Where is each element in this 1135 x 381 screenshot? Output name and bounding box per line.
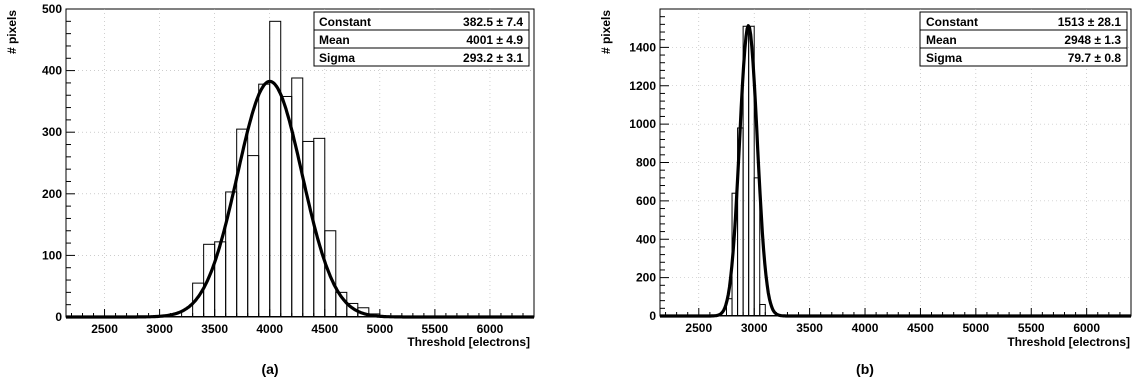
y-tick-label: 1000 (629, 117, 656, 131)
panel-label-b: (b) (856, 361, 874, 377)
x-tick-label: 4000 (256, 322, 283, 336)
y-tick-label: 500 (42, 2, 62, 16)
x-tick-label: 6000 (477, 322, 504, 336)
x-tick-label: 4000 (852, 321, 879, 335)
y-tick-label: 400 (636, 232, 656, 246)
x-tick-label: 5000 (962, 321, 989, 335)
histogram-bin (302, 140, 315, 318)
y-tick-label: 300 (42, 125, 62, 139)
y-tick-label: 100 (42, 248, 62, 262)
x-axis-title: Threshold [electrons] (407, 335, 530, 349)
y-tick-label: 600 (636, 194, 656, 208)
x-tick-label: 6000 (1073, 321, 1100, 335)
y-tick-label: 0 (55, 310, 62, 324)
x-axis-ticks: 2500 3000 3500 4000 4500 5000 5500 6000 (665, 308, 1132, 335)
x-axis-ticks: 2500 3000 3500 4000 4500 5000 5500 6000 (71, 309, 535, 336)
x-tick-label: 3500 (201, 322, 228, 336)
stat-label-mean: Mean (319, 33, 350, 47)
y-tick-label: 1400 (629, 40, 656, 54)
stat-value-constant: 382.5 ± 7.4 (463, 15, 523, 29)
y-tick-label: 200 (42, 187, 62, 201)
stats-box-frame (919, 11, 1128, 67)
stat-label-constant: Constant (319, 15, 371, 29)
x-tick-label: 3000 (741, 321, 768, 335)
histogram-panel-a: 2500 3000 3500 4000 4500 5000 5500 6000 0 100 200… (5, 2, 535, 377)
histogram-panel-b: 2500 3000 3500 4000 4500 5000 5500 6000 0 200 400… (599, 8, 1132, 377)
stat-value-constant: 1513 ± 28.1 (1058, 15, 1122, 29)
stat-value-sigma: 293.2 ± 3.1 (463, 51, 523, 65)
x-tick-label: 5000 (366, 322, 393, 336)
fit-curve (659, 24, 1132, 318)
y-tick-label: 1200 (629, 79, 656, 93)
stat-label-sigma: Sigma (926, 51, 962, 65)
y-axis-ticks: 0 200 400 600 800 1000 1200 1400 (629, 8, 669, 323)
stat-label-sigma: Sigma (319, 51, 355, 65)
histogram-bin (759, 303, 766, 317)
x-tick-label: 2500 (91, 322, 118, 336)
stat-value-sigma: 79.7 ± 0.8 (1068, 51, 1122, 65)
stats-box: Constant 1513 ± 28.1 Mean 2948 ± 1.3 Sig… (919, 11, 1128, 67)
x-tick-label: 4500 (311, 322, 338, 336)
histogram-bin (225, 191, 238, 318)
y-axis-title: # pixels (599, 10, 613, 54)
x-tick-label: 4500 (907, 321, 934, 335)
x-tick-label: 3500 (796, 321, 823, 335)
stat-value-mean: 2948 ± 1.3 (1064, 33, 1121, 47)
fit-curve (65, 79, 535, 319)
gaussian-fit (65, 79, 535, 319)
x-tick-label: 3000 (146, 322, 173, 336)
y-tick-label: 200 (636, 271, 656, 285)
stats-box: Constant 382.5 ± 7.4 Mean 4001 ± 4.9 Sig… (313, 11, 530, 67)
y-tick-label: 0 (649, 309, 656, 323)
histogram-bin (269, 20, 282, 318)
y-axis-ticks: 0 100 200 300 400 500 (42, 2, 75, 324)
histogram-bin (291, 77, 304, 318)
panel-label-a: (a) (261, 361, 278, 377)
stat-value-mean: 4001 ± 4.9 (466, 33, 523, 47)
y-tick-label: 400 (42, 64, 62, 78)
stat-label-mean: Mean (926, 33, 957, 47)
y-tick-label: 800 (636, 156, 656, 170)
x-tick-label: 5500 (422, 322, 449, 336)
histogram-bin (247, 155, 260, 318)
stats-box-frame (313, 11, 530, 67)
stat-label-constant: Constant (926, 15, 978, 29)
x-tick-label: 2500 (685, 321, 712, 335)
gaussian-fit (659, 24, 1132, 318)
y-axis-title: # pixels (5, 10, 19, 54)
x-axis-title: Threshold [electrons] (1007, 335, 1130, 349)
histogram-bin (258, 83, 271, 318)
x-tick-label: 5500 (1018, 321, 1045, 335)
